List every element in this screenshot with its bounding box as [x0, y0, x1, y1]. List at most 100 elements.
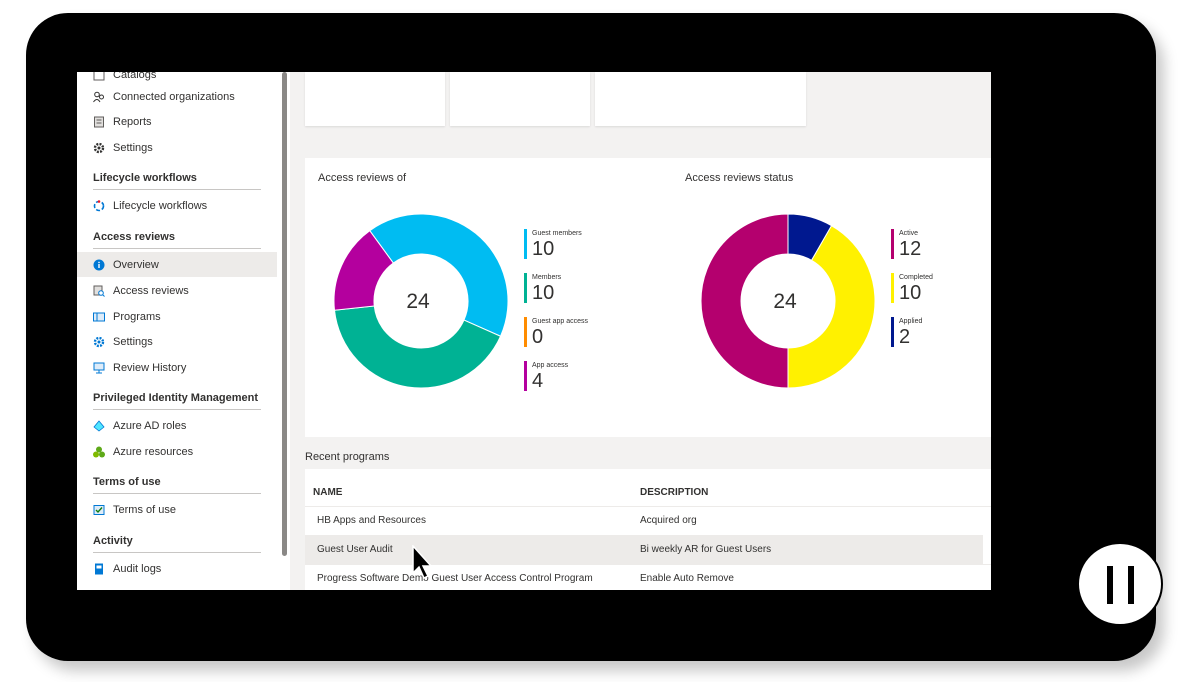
- chart-title-reviews-of: Access reviews of: [318, 172, 407, 184]
- section-header-pim: Privileged Identity Management: [93, 390, 261, 410]
- program-name[interactable]: HB Apps and Resources: [317, 515, 426, 526]
- column-header-description[interactable]: DESCRIPTION: [640, 487, 709, 498]
- legend-color-swatch: [524, 273, 527, 303]
- sidebar-item-label: Review History: [113, 361, 187, 374]
- legend-color-swatch: [891, 229, 894, 259]
- catalog-icon: [93, 72, 105, 81]
- sidebar-item-label: Azure resources: [113, 445, 194, 458]
- report-icon: [93, 116, 105, 128]
- program-description: Bi weekly AR for Guest Users: [640, 544, 772, 555]
- donut-total-status: 24: [773, 290, 797, 313]
- program-name[interactable]: Guest User Audit: [317, 544, 393, 555]
- sidebar-item-catalogs[interactable]: Catalogs: [77, 72, 277, 87]
- legend-color-swatch: [524, 317, 527, 347]
- access-reviews-charts-panel: Access reviews of Access reviews status …: [305, 158, 991, 437]
- pause-button[interactable]: [1077, 542, 1163, 626]
- sidebar-item-label: Settings: [113, 141, 153, 154]
- history-icon: [93, 362, 105, 374]
- donut-slice-app-access[interactable]: [333, 230, 395, 311]
- program-description: Enable Auto Remove: [640, 573, 734, 584]
- sidebar-item-label: Connected organizations: [113, 90, 235, 103]
- pause-icon: [1128, 566, 1134, 604]
- donut-chart-reviews-of[interactable]: [332, 212, 510, 390]
- legend-value: 10: [899, 282, 922, 304]
- mouse-cursor-icon: [412, 545, 433, 580]
- donut-slice-applied[interactable]: [787, 213, 833, 261]
- recent-programs-table: NAME DESCRIPTION HB Apps and Resources A…: [305, 469, 991, 590]
- table-row[interactable]: Guest User Audit Bi weekly AR for Guest …: [305, 535, 983, 564]
- programs-icon: [93, 311, 105, 323]
- sidebar-item-label: Audit logs: [113, 562, 162, 575]
- summary-card[interactable]: [305, 72, 445, 126]
- legend-value: 0: [532, 326, 544, 348]
- sidebar-item-label: Programs: [113, 310, 161, 323]
- legend-label: Guest app access: [532, 318, 589, 325]
- sidebar-item-label: Settings: [113, 335, 153, 348]
- table-row[interactable]: Progress Software Demo Guest User Access…: [305, 564, 991, 590]
- legend-value: 10: [532, 282, 555, 304]
- legend-label: Members: [532, 274, 562, 281]
- summary-card[interactable]: [595, 72, 806, 126]
- content-gutter: [290, 72, 305, 590]
- sidebar-item-audit-logs[interactable]: Audit logs: [77, 556, 277, 581]
- legend-color-swatch: [891, 273, 894, 303]
- legend-label: Completed: [899, 274, 933, 281]
- legend-value: 10: [532, 238, 555, 260]
- sidebar-item-lifecycle-workflows[interactable]: Lifecycle workflows: [77, 193, 277, 218]
- sidebar-item-label: Reports: [113, 115, 152, 128]
- chart-title-status: Access reviews status: [685, 172, 794, 184]
- sidebar-item-terms-of-use[interactable]: Terms of use: [77, 497, 277, 522]
- sidebar-item-review-history[interactable]: Review History: [77, 355, 277, 380]
- legend-value: 2: [899, 326, 911, 348]
- donut-chart-status[interactable]: [699, 212, 877, 390]
- sidebar-scroll-thumb[interactable]: [282, 72, 287, 556]
- sidebar-item-label: Overview: [113, 258, 159, 271]
- column-header-name[interactable]: NAME: [313, 487, 343, 498]
- gear-icon: [93, 142, 105, 154]
- recent-programs-title: Recent programs: [305, 451, 390, 463]
- info-icon: [93, 259, 105, 271]
- legend-value: 12: [899, 238, 922, 260]
- sidebar-item-overview[interactable]: Overview: [77, 252, 277, 277]
- gear-blue-icon: [93, 336, 105, 348]
- sidebar-item-access-reviews[interactable]: Access reviews: [77, 278, 277, 303]
- azure-ad-icon: [93, 419, 105, 432]
- table-row[interactable]: HB Apps and Resources Acquired org: [305, 506, 991, 535]
- donut-total-reviews-of: 24: [406, 290, 430, 313]
- donut-slice-guest-members[interactable]: [369, 213, 509, 337]
- legend-label: Guest members: [532, 230, 582, 237]
- legend-label: Applied: [899, 318, 923, 325]
- section-header-access-reviews: Access reviews: [93, 229, 261, 249]
- sidebar-item-programs[interactable]: Programs: [77, 304, 277, 329]
- donut-slice-active[interactable]: [700, 213, 789, 389]
- program-name[interactable]: Progress Software Demo Guest User Access…: [317, 573, 593, 584]
- sidebar-item-ar-settings[interactable]: Settings: [77, 329, 277, 354]
- sidebar-item-azure-resources[interactable]: Azure resources: [77, 439, 277, 464]
- workflow-icon: [93, 199, 105, 212]
- program-description: Acquired org: [640, 515, 697, 526]
- legend-color-swatch: [524, 229, 527, 259]
- legend-label: App access: [532, 362, 569, 369]
- legend-label: Active: [899, 230, 919, 237]
- sidebar-item-label: Access reviews: [113, 284, 189, 297]
- terms-icon: [93, 504, 105, 516]
- sidebar-item-connected-organizations[interactable]: Connected organizations: [77, 84, 277, 109]
- people-icon: [93, 91, 105, 103]
- legend-color-swatch: [891, 317, 894, 347]
- donut-slice-completed[interactable]: [787, 224, 876, 389]
- legend-color-swatch: [524, 361, 527, 391]
- sidebar-item-label: Azure AD roles: [113, 419, 187, 432]
- sidebar-scrollbar[interactable]: [279, 72, 290, 590]
- sidebar-item-settings[interactable]: Settings: [77, 135, 277, 160]
- azure-resources-icon: [93, 446, 105, 458]
- summary-card[interactable]: [450, 72, 590, 126]
- section-header-activity: Activity: [93, 533, 261, 553]
- donut-slice-members[interactable]: [333, 305, 502, 389]
- portal-screen: Catalogs Connected organizations Reports…: [77, 72, 991, 590]
- pause-icon: [1107, 566, 1113, 604]
- sidebar-item-reports[interactable]: Reports: [77, 109, 277, 134]
- section-header-lifecycle: Lifecycle workflows: [93, 170, 261, 190]
- legend-value: 4: [532, 370, 544, 392]
- sidebar-item-azure-ad-roles[interactable]: Azure AD roles: [77, 413, 277, 438]
- access-review-icon: [93, 285, 105, 297]
